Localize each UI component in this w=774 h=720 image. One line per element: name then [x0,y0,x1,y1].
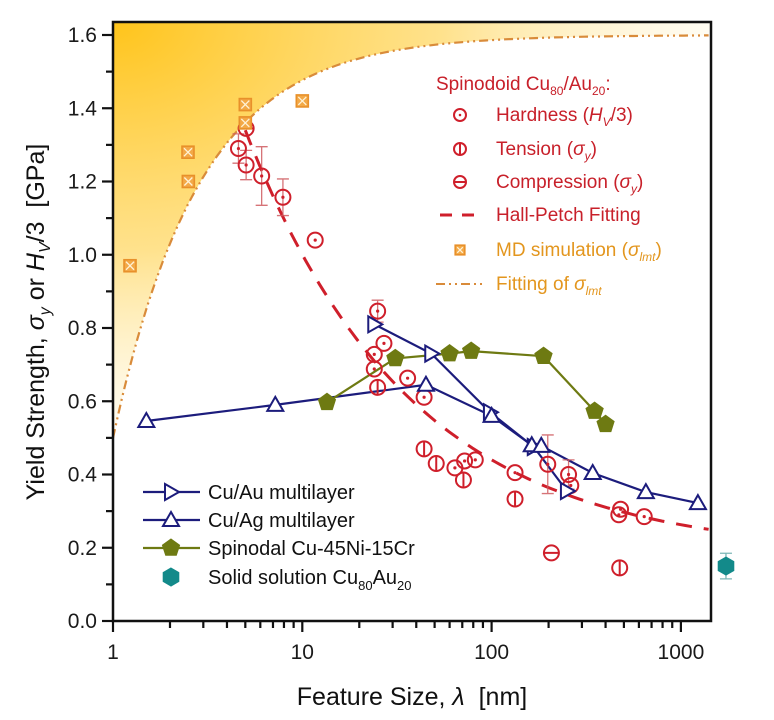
tension-point [611,559,629,577]
y-tick-label: 0.2 [68,537,97,560]
y-tick-label: 1.2 [68,171,97,194]
theoretical-limit-shaded-region [113,22,711,438]
md-simulation-point [238,116,253,130]
cu-ag-point [416,374,436,392]
hardness-point [253,167,271,185]
data-markers [123,94,735,580]
y-axis-ticks: 0.0 0.2 0.4 0.6 0.8 1.0 1.2 1.4 1.6 [68,24,113,633]
legend-header: Spinodoid Cu80/Au20: [436,74,611,98]
cu-ag-point [688,493,708,511]
cu-ag-point [136,411,157,429]
hardness-point [506,464,524,482]
x-tick-label: 1 [107,641,119,664]
spinodal-point [462,341,481,359]
cu-ag-point [531,435,552,453]
cu-au-point [424,343,442,364]
legend-spinodal-symbol [161,538,181,556]
spinodal-point [440,343,459,362]
spinodal-point [317,392,337,411]
legend-entry-hardness: Hardness (HV/3) [496,105,633,129]
compression-point [542,544,560,562]
legend-entry-md: MD simulation (σlmt) [496,240,662,264]
hardness-point [539,455,557,473]
legend-comparison: Cu/Au multilayer Cu/Ag multilayer Spinodal… [143,482,415,593]
solid-solution-point [717,556,735,576]
legend-entry-solid: Solid solution Cu80Au20 [208,567,412,593]
legend-entry-hallpetch: Hall-Petch Fitting [496,205,641,226]
hardness-point [306,231,324,249]
legend-md-symbol [454,244,466,256]
spinodal-point [585,401,604,419]
cu-ag-point [481,405,502,423]
tension-point [427,455,445,473]
hardness-point [375,334,393,352]
y-tick-label: 0.6 [68,390,97,413]
hardness-point [456,452,474,470]
y-tick-label: 0.0 [68,610,97,633]
md-simulation-point [123,258,137,273]
y-tick-label: 0.4 [68,464,98,487]
hardness-point [365,360,383,378]
legend-entry-cuau: Cu/Au multilayer [208,482,355,504]
legend-symbols [436,108,482,285]
legend-tension-symbol [453,142,467,156]
plot-frame [111,20,713,623]
cu-au-point [367,314,385,335]
y-tick-label: 1.0 [68,244,97,267]
legend-symbols [143,482,200,587]
tension-point [369,378,387,396]
hardness-point [610,506,628,524]
y-tick-label: 0.8 [68,317,97,340]
md-simulation-point [295,94,310,108]
spinodal-point [534,346,553,364]
legend-entry-tension: Tension (σy) [496,139,597,163]
hardness-point [369,302,387,320]
hardness-point [274,188,292,206]
hardness-point [237,156,255,174]
hardness-point [635,508,653,526]
y-tick-label: 1.4 [68,97,98,120]
legend-hardness-symbol [453,108,467,122]
x-tick-label: 10 [291,641,314,664]
md-simulation-point [181,174,196,189]
md-simulation-point [238,97,253,112]
shaded-limit-area [113,22,711,438]
tension-point [415,440,433,458]
legend-entry-fitlmt: Fitting of σlmt [496,274,602,298]
y-axis-title: Yield Strength, σy or HV/3 [GPa] [22,144,54,501]
hardness-point [229,140,247,158]
cu-ag-point [582,463,603,481]
tension-point [454,471,472,489]
spinodal-point [386,348,405,367]
tension-point [506,490,524,508]
legend-entry-compression: Compression (σy) [496,172,643,196]
cu-au-point [559,481,577,501]
hardness-point [466,451,484,469]
hardness-point [399,369,417,387]
x-tick-label: 1000 [658,641,705,664]
spinodal-point [596,414,615,433]
hardness-point [415,388,433,406]
hardness-point [560,466,578,483]
fit-sigma-lmt-line [111,34,709,439]
legend-compression-symbol [453,175,467,189]
x-axis-ticks: 1 10 100 1000 [107,621,704,664]
legend-cu-ag-symbol [161,509,181,527]
cu-ag-point [636,482,656,500]
legend-cu-au-symbol [164,482,182,502]
cu-ag-point [265,394,286,412]
x-tick-label: 100 [474,641,509,664]
x-axis-title: Feature Size, λ [nm] [297,683,527,711]
hall-petch-fit-line [243,129,709,531]
legend-entry-cuag: Cu/Ag multilayer [208,510,355,532]
legend-entry-spinodal: Spinodal Cu-45Ni-15Cr [208,538,415,560]
legend-spinodoid: Spinodoid Cu80/Au20: Hardness (HV/3) Tens… [436,74,662,298]
legend-solid-solution-symbol [162,567,180,587]
md-simulation-point [181,145,195,159]
y-tick-label: 1.6 [68,24,97,47]
